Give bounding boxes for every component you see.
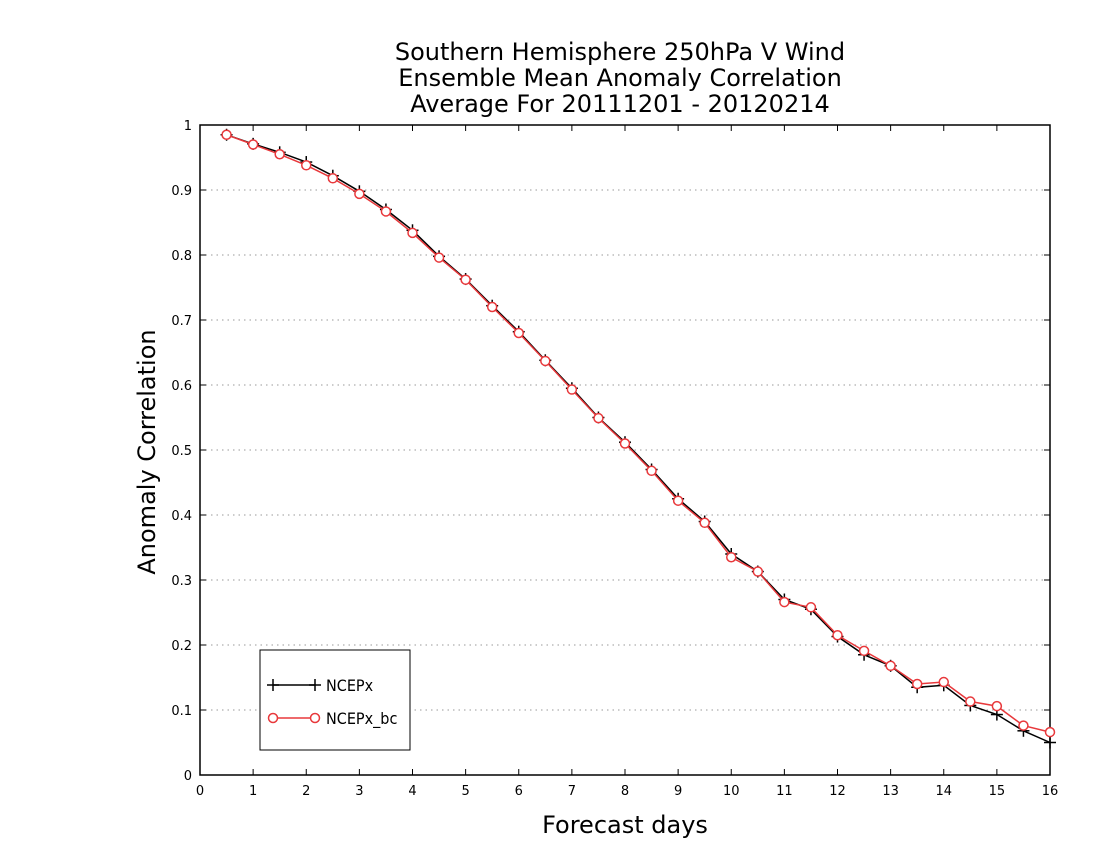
- x-tick-label: 12: [829, 784, 846, 799]
- legend-label: NCEPx_bc: [326, 709, 397, 729]
- gridlines: [200, 189, 1050, 711]
- y-axis-label: Anomaly Correlation: [133, 329, 161, 574]
- data-point-circle: [513, 327, 524, 339]
- x-tick-label: 8: [621, 784, 629, 799]
- series-ncepx-bc: [221, 129, 1056, 738]
- y-tick-label: 0.9: [171, 184, 192, 199]
- x-tick-label: 15: [989, 784, 1006, 799]
- y-tick-label: 1: [184, 119, 192, 134]
- data-point-circle: [911, 678, 923, 690]
- data-point-circle: [1018, 720, 1029, 731]
- data-point-plus: [1044, 736, 1056, 749]
- data-point-circle: [672, 495, 684, 506]
- y-tick-label: 0.1: [171, 704, 192, 719]
- legend-entry: NCEPx_bc: [267, 709, 397, 729]
- y-tick-label: 0.5: [171, 444, 192, 459]
- x-tick-label: 11: [776, 784, 793, 799]
- data-point-circle: [221, 129, 232, 140]
- legend-entry: NCEPx: [267, 676, 374, 695]
- data-point-circle: [486, 301, 498, 313]
- x-tick-label: 16: [1042, 784, 1059, 799]
- legend-label: NCEPx: [326, 676, 374, 695]
- series-lines: [220, 128, 1056, 749]
- data-point-circle: [726, 552, 737, 563]
- data-point-circle: [460, 274, 471, 285]
- data-point-circle: [885, 660, 896, 672]
- data-point-circle: [965, 696, 976, 707]
- data-point-circle: [991, 700, 1003, 712]
- data-point-circle: [619, 438, 631, 449]
- data-point-circle: [832, 630, 843, 641]
- x-tick-label: 9: [674, 784, 682, 799]
- chart-title: Southern Hemisphere 250hPa V WindEnsembl…: [395, 38, 845, 118]
- legend-marker: [267, 712, 279, 724]
- series-line: [226, 134, 1051, 733]
- x-tick-label: 2: [302, 784, 310, 799]
- legend-marker: [267, 679, 279, 691]
- data-point-circle: [301, 160, 312, 171]
- data-point-circle: [938, 676, 949, 688]
- axis-ticks: 00.10.20.30.40.50.60.70.80.910 1 2 3 4 5 6 7 8 9 1…: [171, 119, 1058, 799]
- data-point-circle: [1044, 726, 1056, 738]
- data-point-circle: [699, 517, 710, 529]
- x-tick-label: 14: [935, 784, 952, 799]
- y-tick-label: 0.7: [171, 314, 192, 329]
- y-tick-label: 0.8: [171, 249, 192, 264]
- data-point-circle: [593, 412, 604, 424]
- x-tick-label: 1: [249, 784, 257, 799]
- data-point-circle: [805, 602, 817, 613]
- chart-title-line: Southern Hemisphere 250hPa V Wind: [395, 38, 845, 66]
- legend-marker: [309, 712, 321, 724]
- data-point-circle: [752, 566, 764, 577]
- x-tick-label: 4: [408, 784, 416, 799]
- legend-box: [259, 649, 411, 751]
- legend: NCEPx NCEPx_bc: [259, 649, 411, 751]
- y-tick-label: 0.4: [171, 509, 192, 524]
- data-point-circle: [274, 149, 285, 160]
- x-tick-label: 6: [515, 784, 523, 799]
- data-point-circle: [646, 465, 657, 477]
- legend-marker: [309, 679, 321, 691]
- data-point-circle: [354, 188, 365, 200]
- data-point-circle: [566, 384, 578, 395]
- y-tick-label: 0.3: [171, 574, 192, 589]
- data-point-circle: [779, 596, 790, 608]
- x-tick-label: 13: [882, 784, 899, 799]
- x-axis-label: Forecast days: [542, 811, 708, 839]
- y-tick-label: 0.6: [171, 379, 192, 394]
- data-point-circle: [247, 139, 259, 150]
- data-point-circle: [327, 173, 339, 184]
- data-point-circle: [407, 227, 418, 239]
- x-tick-label: 0: [196, 784, 204, 799]
- x-tick-label: 10: [723, 784, 740, 799]
- y-tick-label: 0.2: [171, 639, 192, 654]
- x-tick-label: 3: [355, 784, 363, 799]
- y-tick-label: 0: [184, 769, 192, 784]
- data-point-circle: [433, 252, 445, 263]
- data-point-circle: [380, 206, 392, 217]
- data-point-circle: [858, 645, 870, 657]
- data-point-circle: [540, 355, 551, 367]
- chart-title-line: Average For 20111201 - 20120214: [410, 90, 830, 118]
- x-tick-label: 5: [461, 784, 469, 799]
- chart-title-line: Ensemble Mean Anomaly Correlation: [398, 64, 842, 92]
- x-tick-label: 7: [568, 784, 576, 799]
